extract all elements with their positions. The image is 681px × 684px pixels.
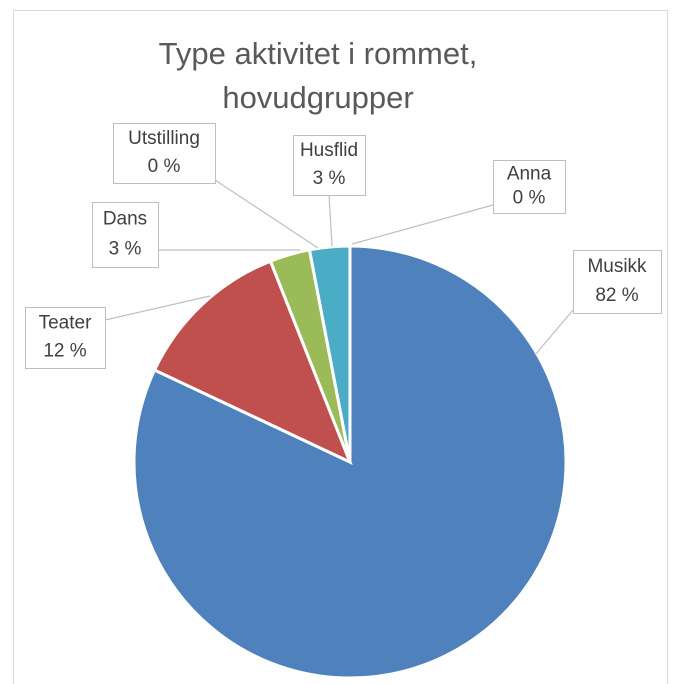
pie-slice (132, 244, 568, 680)
category-label: Dans (103, 209, 147, 230)
category-label: Anna (507, 163, 552, 184)
value-label: 3 % (313, 168, 346, 189)
label-box (92, 202, 159, 268)
label-box (25, 307, 106, 369)
label-box (493, 160, 566, 214)
category-label: Husflid (300, 140, 358, 161)
value-label: 3 % (109, 238, 142, 259)
value-label: 82 % (595, 285, 638, 306)
label-box (293, 135, 366, 196)
leader-line (214, 179, 319, 249)
leader-line (328, 194, 333, 247)
value-label: 0 % (148, 156, 181, 177)
value-label: 12 % (43, 341, 86, 362)
label-box (573, 250, 662, 314)
leader-line (534, 309, 574, 356)
leader-line (104, 295, 211, 321)
category-label: Teater (39, 312, 92, 333)
leader-line (351, 204, 494, 245)
category-label: Utstilling (128, 128, 200, 149)
pie-slice (152, 259, 353, 465)
label-box (113, 123, 216, 184)
value-label: 0 % (513, 188, 546, 209)
chart-title: Type aktivitet i rommet, (159, 36, 478, 71)
chart-subtitle: hovudgrupper (222, 80, 413, 115)
category-label: Musikk (587, 256, 647, 277)
